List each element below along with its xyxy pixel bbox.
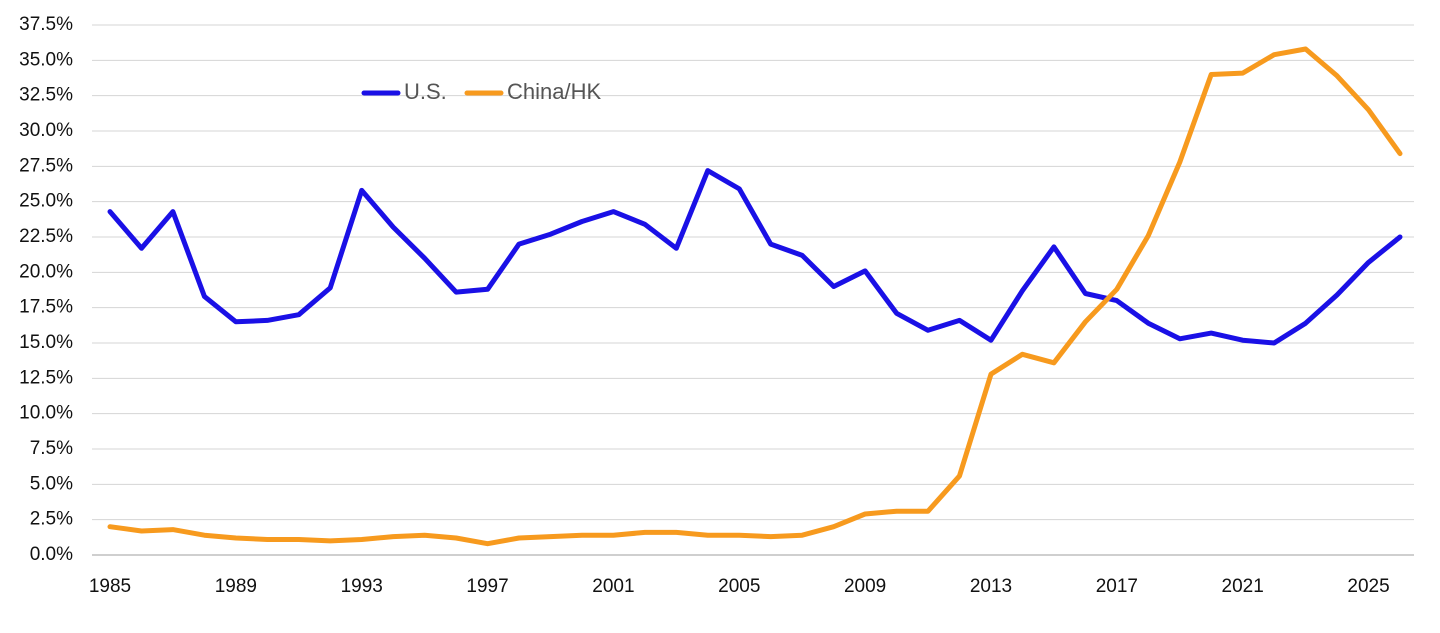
y-tick-label: 15.0% [19,332,73,353]
x-tick-label: 1993 [341,576,383,597]
x-tick-label: 2025 [1347,576,1389,597]
x-tick-label: 2021 [1222,576,1264,597]
y-tick-label: 0.0% [30,544,73,565]
x-tick-label: 2005 [718,576,760,597]
x-tick-label: 1997 [466,576,508,597]
y-tick-label: 20.0% [19,261,73,282]
series-line-china-hk [107,46,1403,547]
gridlines [92,24,1414,556]
y-tick-label: 25.0% [19,191,73,212]
x-axis-tick-labels: 1985 1989 1993 1997 2001 2005 2009 2013 2017 2021… [89,576,1390,597]
y-tick-label: 22.5% [19,226,73,247]
x-tick-label: 1989 [215,576,257,597]
y-axis-tick-labels: 0.0% 2.5% 5.0% 7.5% 10.0% 12.5% 15.0% 17.5% 20.0… [19,14,73,565]
series-line-us [107,168,1403,346]
y-tick-label: 17.5% [19,297,73,318]
series-lines [107,46,1403,547]
x-tick-label: 2013 [970,576,1012,597]
y-tick-label: 37.5% [19,14,73,35]
x-tick-label: 2001 [592,576,634,597]
y-tick-label: 35.0% [19,49,73,70]
y-tick-label: 5.0% [30,473,73,494]
legend-label-us: U.S. [404,79,447,104]
y-tick-label: 2.5% [30,509,73,530]
y-tick-label: 30.0% [19,120,73,141]
legend: U.S. China/HK [361,79,601,104]
y-tick-label: 7.5% [30,438,73,459]
y-tick-label: 32.5% [19,85,73,106]
x-tick-label: 1985 [89,576,131,597]
y-tick-label: 10.0% [19,403,73,424]
x-tick-label: 2009 [844,576,886,597]
legend-label-china-hk: China/HK [507,79,601,104]
y-tick-label: 12.5% [19,367,73,388]
y-tick-label: 27.5% [19,155,73,176]
x-tick-label: 2017 [1096,576,1138,597]
